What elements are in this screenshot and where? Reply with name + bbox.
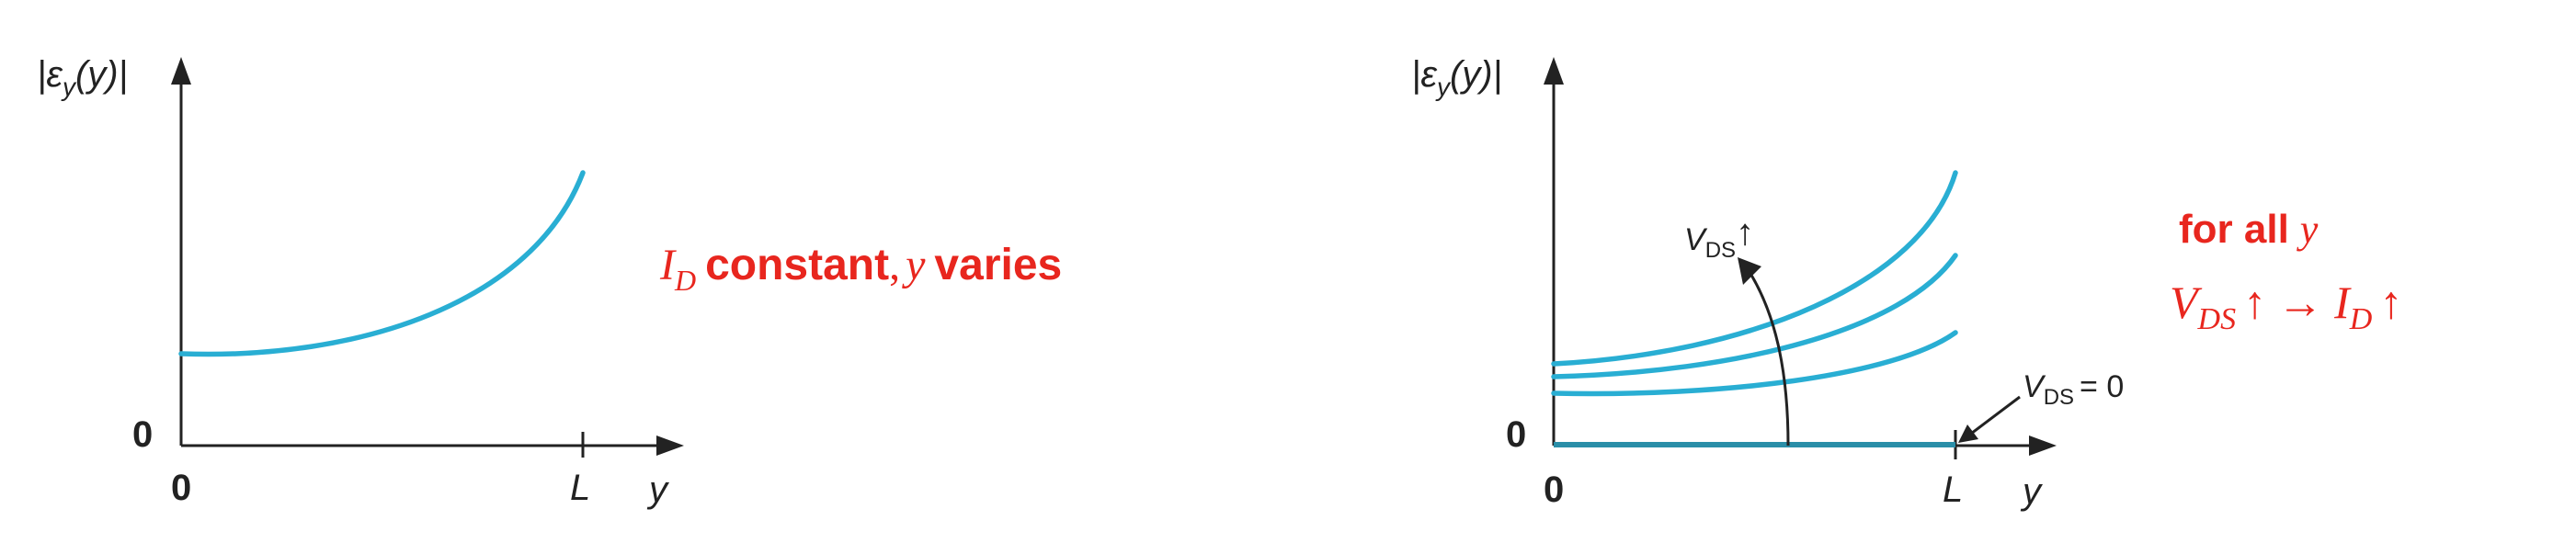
right-origin-x-label: 0 [1544, 469, 1564, 510]
right-field-curve-1 [1551, 330, 1958, 397]
right-plot: |εy(y)| 0 0 L y VDS↑ VDS = 0 for all y VDS… [1411, 54, 2402, 512]
left-origin-y-label: 0 [132, 414, 153, 455]
right-x-axis-label: y [2020, 471, 2044, 512]
right-field-curve-3 [1551, 170, 1958, 367]
right-vds-zero-label: VDS = 0 [2023, 369, 2124, 410]
left-origin-x-label: 0 [171, 468, 191, 508]
left-tick-L-label: L [570, 468, 590, 508]
left-plot: |εy(y)| 0 0 L y ID constant, y varies [37, 54, 1062, 510]
left-y-axis-label: |εy(y)| [37, 54, 128, 101]
right-increasing-vds-arrow [1748, 271, 1790, 447]
right-vds-zero-pointer [1966, 395, 2021, 438]
right-y-axis-arrowhead [1544, 57, 1564, 85]
right-increasing-vds-arrowhead [1738, 257, 1761, 285]
right-field-curve-2 [1551, 253, 1958, 379]
left-x-axis-arrowhead [656, 436, 684, 456]
right-vds-zero-pointer-arrowhead [1958, 424, 1978, 443]
right-annotation-line1: for all y [2179, 207, 2319, 252]
right-vds-increase-label: VDS↑ [1684, 212, 1754, 263]
right-y-axis-label: |εy(y)| [1411, 54, 1502, 101]
right-tick-L-label: L [1943, 469, 1963, 510]
left-annotation: ID constant, y varies [659, 241, 1062, 297]
left-x-axis-label: y [646, 469, 670, 510]
right-origin-y-label: 0 [1506, 414, 1526, 455]
left-field-curve [178, 170, 586, 357]
right-x-axis-arrowhead [2029, 436, 2057, 456]
right-annotation-line2: VDS ↑ → ID ↑ [2170, 277, 2402, 336]
left-y-axis-arrowhead [171, 57, 191, 85]
